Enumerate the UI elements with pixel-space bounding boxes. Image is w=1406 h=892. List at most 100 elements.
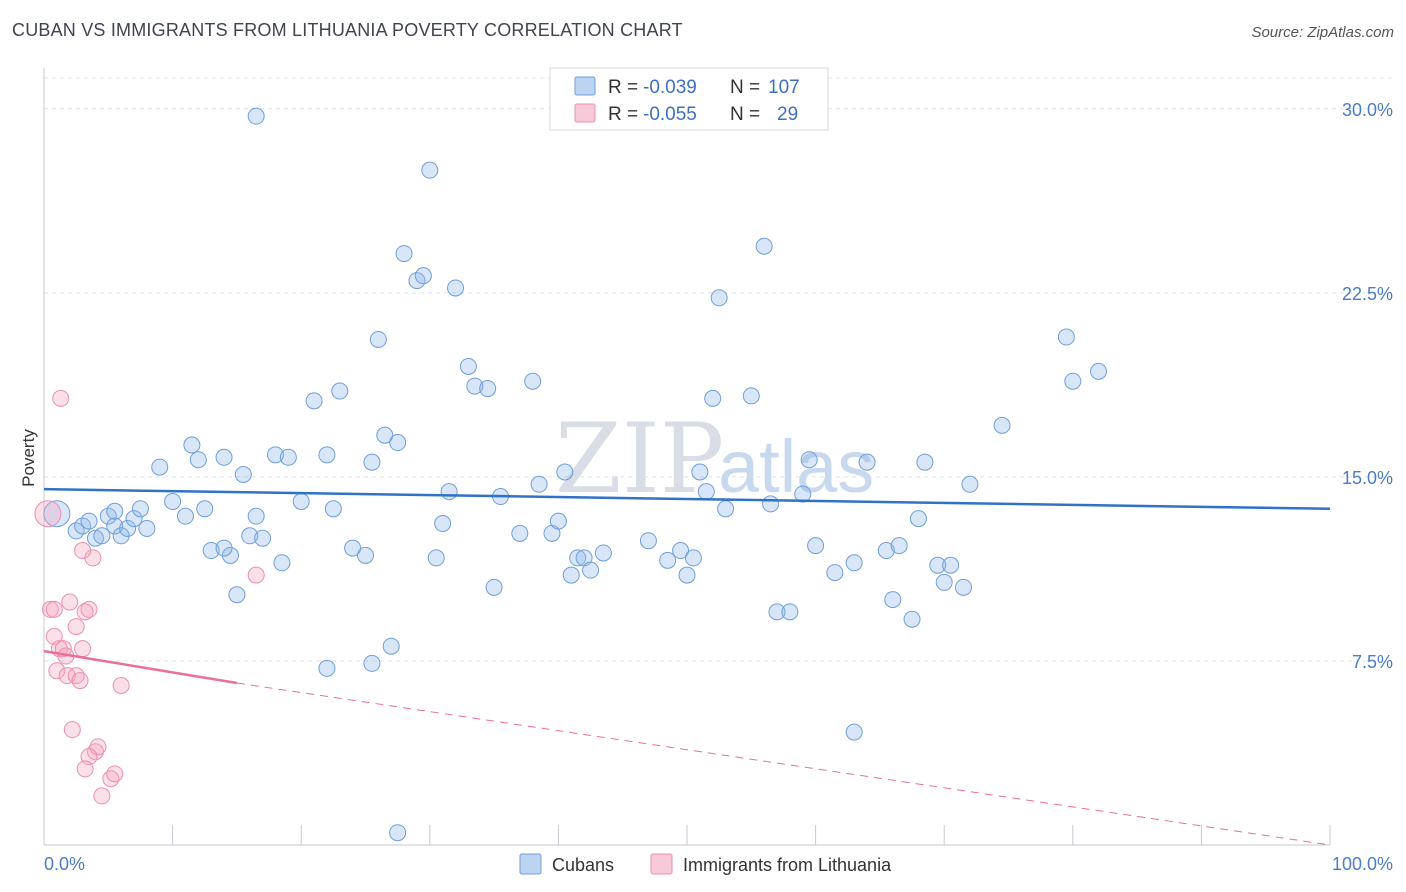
cubans-point-67 — [639, 532, 657, 550]
lithuania-point-26 — [247, 566, 265, 584]
cubans-point-39 — [363, 453, 381, 471]
cubans-point-71 — [684, 549, 702, 567]
cubans-point-60 — [549, 512, 567, 530]
y-tick-labels: 7.5% 15.0% 22.5% 30.0% — [1342, 100, 1393, 672]
cubans-point-68 — [659, 551, 677, 569]
cubans-point-70 — [678, 566, 696, 584]
legend-n-cubans: 107 — [768, 77, 800, 98]
cubans-point-56 — [511, 524, 529, 542]
cubans-point-43 — [395, 245, 413, 263]
cubans-point-30 — [279, 448, 297, 466]
cubans-point-94 — [929, 556, 947, 574]
cubans-point-74 — [704, 389, 722, 407]
bottom-legend-swatch-cubans — [519, 853, 542, 875]
lithuania-point-0 — [34, 500, 62, 528]
cubans-point-33 — [318, 446, 336, 464]
cubans-point-27 — [254, 529, 272, 547]
cubans-point-20 — [202, 542, 220, 560]
y-tick-label-3: 30.0% — [1342, 100, 1393, 120]
cubans-point-102 — [1090, 362, 1108, 380]
bottom-legend-swatch-lithuania — [650, 853, 673, 875]
lithuania-point-22 — [93, 787, 111, 805]
cubans-point-58 — [530, 475, 548, 493]
grid-lines — [44, 77, 1392, 662]
cubans-point-104 — [318, 659, 336, 677]
cubans-point-40 — [369, 330, 387, 348]
trend-lines — [43, 487, 1331, 846]
y-axis-label: Poverty — [19, 429, 38, 487]
cubans-point-62 — [562, 566, 580, 584]
cubans-point-107 — [389, 824, 407, 842]
x-tick-label-1: 100.0% — [1332, 854, 1393, 874]
legend-r-cubans: -0.039 — [643, 77, 697, 98]
cubans-point-32 — [305, 392, 323, 410]
cubans-point-11 — [138, 519, 156, 537]
cubans-point-41 — [376, 426, 394, 444]
cubans-point-24 — [234, 465, 252, 483]
lithuania-point-27 — [52, 389, 70, 407]
cubans-point-48 — [434, 515, 452, 533]
cubans-point-51 — [459, 357, 477, 375]
cubans-point-91 — [903, 610, 921, 628]
cubans-point-81 — [781, 603, 799, 621]
lithuania-point-13 — [74, 640, 92, 658]
legend-swatch-cubans — [574, 76, 596, 96]
lithuania-point-17 — [74, 542, 92, 560]
cubans-point-7 — [106, 517, 124, 535]
cubans-points — [43, 107, 1108, 842]
watermark-atlas: atlas — [718, 425, 874, 508]
cubans-point-21 — [215, 448, 233, 466]
cubans-point-84 — [807, 537, 825, 555]
chart-title: CUBAN VS IMMIGRANTS FROM LITHUANIA POVER… — [12, 20, 683, 40]
source-label: Source: ZipAtlas.com — [1251, 24, 1394, 41]
cubans-point-0 — [43, 500, 71, 528]
cubans-point-19 — [196, 500, 214, 518]
x-tick-label-0: 0.0% — [44, 854, 85, 874]
cubans-point-88 — [877, 542, 895, 560]
lithuania-point-9 — [63, 721, 81, 739]
x-tick-labels: 0.0% 100.0% — [44, 854, 1393, 874]
legend-n-lithuania: 29 — [777, 104, 798, 125]
cubans-point-36 — [247, 107, 265, 125]
lithuania-point-24 — [106, 765, 124, 783]
cubans-point-5 — [93, 527, 111, 545]
correlation-legend: R = -0.039 N = 107 R = -0.055 N = 29 — [549, 67, 829, 131]
cubans-point-103 — [845, 723, 863, 741]
cubans-point-83 — [800, 451, 818, 469]
cubans-point-69 — [672, 542, 690, 560]
cubans-point-65 — [582, 561, 600, 579]
legend-r-label-2: R = — [608, 104, 638, 125]
cubans-point-49 — [440, 483, 458, 501]
cubans-point-79 — [762, 495, 780, 513]
y-tick-label-2: 22.5% — [1342, 284, 1393, 304]
cubans-point-10 — [125, 510, 143, 528]
y-tick-label-0: 7.5% — [1352, 652, 1393, 672]
cubans-point-85 — [826, 564, 844, 582]
cubans-point-95 — [935, 573, 953, 591]
cubans-point-16 — [176, 507, 194, 525]
cubans-point-29 — [273, 554, 291, 572]
lithuania-trend-extension — [236, 682, 1331, 846]
y-tick-label-1: 15.0% — [1342, 468, 1393, 488]
cubans-point-37 — [344, 539, 362, 557]
cubans-point-99 — [993, 416, 1011, 434]
cubans-point-105 — [363, 654, 381, 672]
cubans-point-75 — [710, 289, 728, 307]
cubans-point-26 — [247, 507, 265, 525]
lithuania-point-12 — [67, 618, 85, 636]
cubans-point-80 — [768, 603, 786, 621]
cubans-point-63 — [569, 549, 587, 567]
cubans-point-25 — [241, 527, 259, 545]
cubans-point-96 — [942, 556, 960, 574]
cubans-point-78 — [755, 237, 773, 255]
cubans-point-35 — [331, 382, 349, 400]
cubans-point-13 — [131, 500, 149, 518]
cubans-point-3 — [80, 512, 98, 530]
legend-swatch-lithuania — [574, 103, 596, 123]
cubans-point-23 — [228, 586, 246, 604]
lithuania-points — [34, 389, 265, 805]
legend-r-lithuania: -0.055 — [643, 104, 697, 125]
legend-box — [549, 67, 829, 131]
lithuania-point-21 — [76, 760, 94, 778]
